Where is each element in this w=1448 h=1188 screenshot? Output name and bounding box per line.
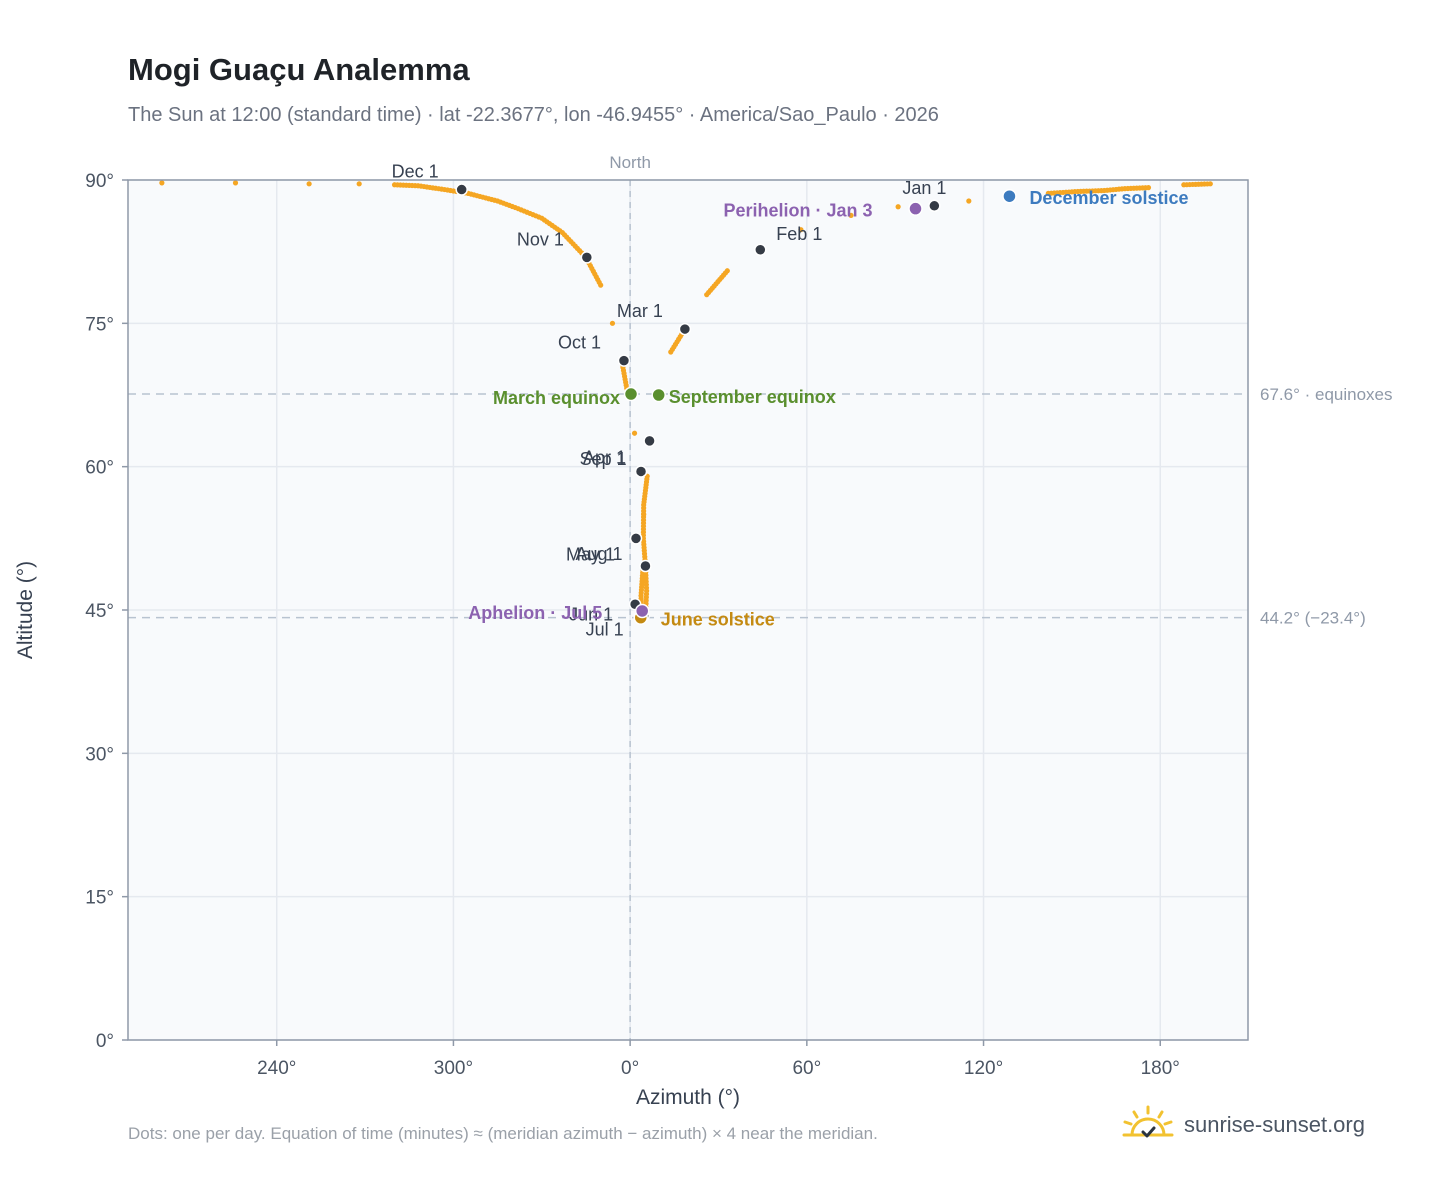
path-dot bbox=[598, 282, 604, 288]
month-marker-dot bbox=[617, 354, 631, 367]
y-tick-label: 15° bbox=[85, 888, 114, 909]
footnote: Dots: one per day. Equation of time (min… bbox=[128, 1124, 878, 1143]
event-marker-dot bbox=[651, 387, 666, 403]
brand-logo[interactable]: sunrise-sunset.org bbox=[1120, 1100, 1365, 1150]
path-dot bbox=[848, 212, 854, 218]
event-marker-label: Perihelion · Jan 3 bbox=[724, 201, 873, 221]
month-marker-label: Jul 1 bbox=[586, 620, 624, 640]
x-tick-label: 0° bbox=[621, 1058, 639, 1079]
path-dot bbox=[1207, 181, 1213, 187]
event-marker-label: September equinox bbox=[669, 387, 836, 407]
month-marker-dot bbox=[634, 465, 648, 478]
reference-line-label: 44.2° (−23.4°) bbox=[1260, 609, 1366, 628]
event-marker-dot bbox=[1002, 188, 1017, 204]
month-marker-dot bbox=[639, 559, 652, 573]
event-marker-dot bbox=[623, 386, 639, 402]
event-marker-dot bbox=[634, 603, 650, 619]
month-marker-dot bbox=[754, 243, 767, 257]
event-marker-label: June solstice bbox=[661, 610, 775, 630]
x-axis-ticks: 240° 300° 0° 60° 120° 180° bbox=[257, 1040, 1180, 1079]
path-dot bbox=[966, 198, 972, 204]
path-dot bbox=[1145, 185, 1152, 191]
month-marker-label: Jan 1 bbox=[902, 178, 946, 198]
path-dot bbox=[631, 430, 638, 436]
event-marker-label: March equinox bbox=[493, 388, 620, 408]
x-axis-label: Azimuth (°) bbox=[636, 1086, 740, 1109]
x-tick-label: 300° bbox=[434, 1058, 473, 1079]
y-axis-ticks: 0° 15° 30° 45° 60° 75° 90° bbox=[85, 171, 128, 1052]
y-axis-label: Altitude (°) bbox=[14, 561, 37, 659]
path-dot bbox=[306, 181, 312, 187]
month-marker-dot bbox=[629, 532, 643, 545]
y-tick-label: 30° bbox=[85, 744, 114, 765]
x-tick-label: 180° bbox=[1141, 1058, 1180, 1079]
month-marker-label: Dec 1 bbox=[392, 162, 439, 182]
month-marker-label: Mar 1 bbox=[617, 301, 663, 321]
path-dot bbox=[895, 204, 901, 210]
month-marker-dot bbox=[455, 183, 468, 196]
x-tick-label: 240° bbox=[257, 1058, 296, 1079]
path-dot bbox=[609, 320, 616, 326]
event-marker-dot bbox=[908, 201, 923, 216]
y-tick-label: 60° bbox=[85, 458, 114, 479]
y-tick-label: 45° bbox=[85, 601, 114, 622]
path-dot bbox=[798, 227, 804, 233]
month-marker-dot bbox=[928, 199, 941, 213]
path-dot bbox=[356, 181, 362, 187]
brand-name: sunrise-sunset.org bbox=[1184, 1112, 1365, 1137]
month-marker-dot bbox=[678, 322, 692, 336]
path-dot bbox=[724, 268, 730, 274]
month-marker-label: Jun 1 bbox=[569, 604, 613, 624]
x-tick-label: 120° bbox=[964, 1058, 1003, 1079]
reference-line-label: 67.6° · equinoxes bbox=[1260, 385, 1393, 404]
path-dot bbox=[159, 180, 165, 186]
y-tick-label: 75° bbox=[85, 314, 114, 335]
month-marker-label: Oct 1 bbox=[558, 333, 601, 353]
chart-title: Mogi Guaçu Analemma bbox=[128, 52, 470, 87]
month-marker-label: Apr 1 bbox=[583, 447, 626, 467]
sun-check-icon bbox=[1122, 1105, 1174, 1138]
path-dot bbox=[232, 180, 239, 186]
event-marker-label: Aphelion · Jul 5 bbox=[468, 603, 602, 623]
reference-lines: 67.6° · equinoxes 44.2° (−23.4°) bbox=[128, 385, 1393, 628]
month-marker-label: Sep 1 bbox=[580, 449, 627, 469]
x-tick-label: 60° bbox=[792, 1058, 821, 1079]
month-marker-label: Aug 1 bbox=[575, 544, 622, 564]
y-tick-label: 0° bbox=[96, 1031, 114, 1052]
month-marker-dot bbox=[580, 251, 594, 264]
event-marker-label: December solstice bbox=[1029, 188, 1188, 208]
month-marker-label: Nov 1 bbox=[517, 229, 564, 249]
month-marker-label: May 1 bbox=[566, 544, 615, 564]
event-markers: March equinox September equinox June solst… bbox=[468, 188, 1188, 629]
chart-subtitle: The Sun at 12:00 (standard time) · lat -… bbox=[128, 104, 939, 126]
month-marker-label: Feb 1 bbox=[776, 224, 822, 244]
y-tick-label: 90° bbox=[85, 171, 114, 192]
month-marker-dot bbox=[643, 434, 656, 448]
north-label: North bbox=[609, 153, 651, 172]
